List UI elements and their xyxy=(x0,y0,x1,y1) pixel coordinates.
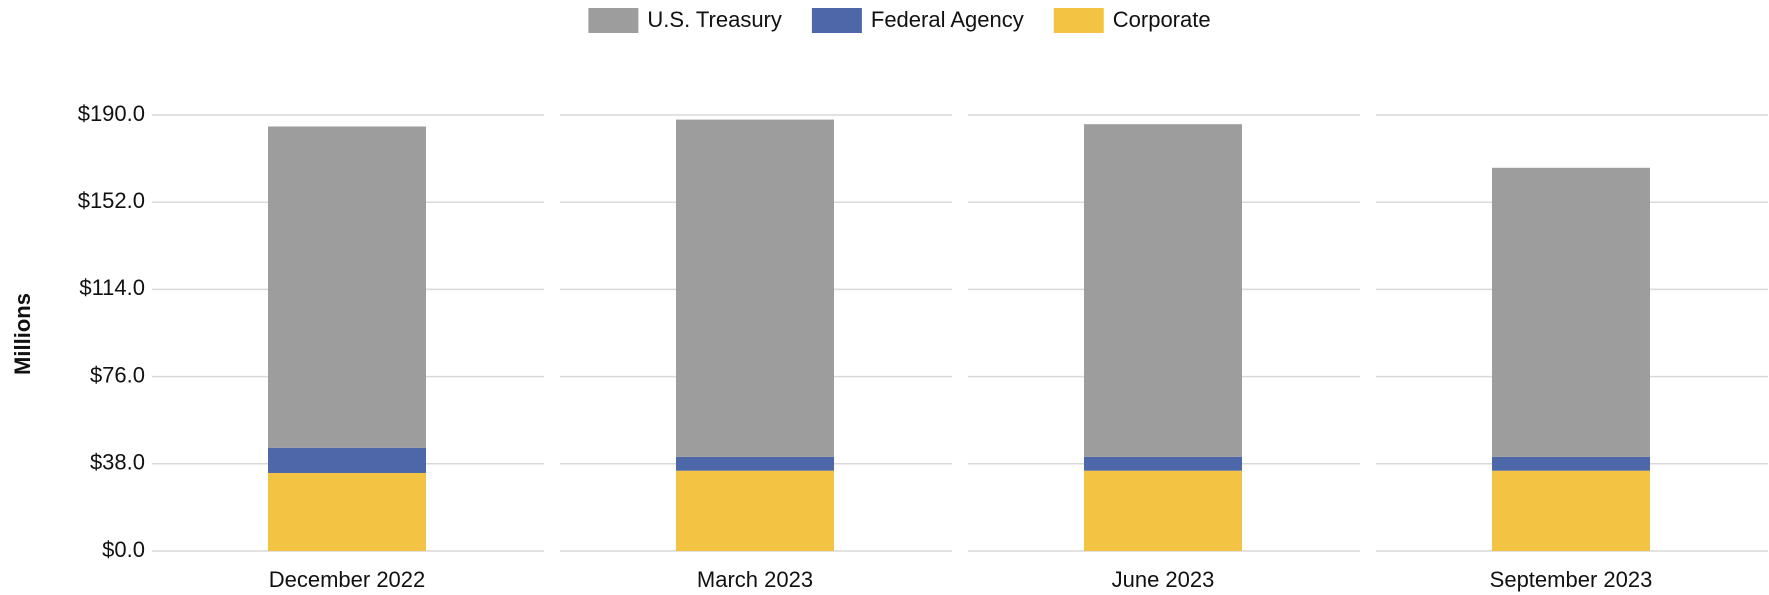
bar-segment xyxy=(676,470,834,551)
bar-segment xyxy=(268,472,426,551)
legend-label: U.S. Treasury xyxy=(647,7,781,32)
bar-segment xyxy=(676,119,834,457)
bar-segment xyxy=(1492,167,1650,457)
y-tick-label: $114.0 xyxy=(79,275,145,300)
legend-label: Corporate xyxy=(1113,7,1211,32)
bar-segment xyxy=(1492,470,1650,551)
y-tick-label: $152.0 xyxy=(78,188,145,213)
bar-segment xyxy=(1084,470,1242,551)
bar-segment xyxy=(268,447,426,473)
legend-swatch xyxy=(811,8,862,33)
bar-segment xyxy=(1492,456,1650,471)
y-tick-label: $0.0 xyxy=(102,537,145,562)
legend-swatch xyxy=(588,8,639,33)
x-tick-label: June 2023 xyxy=(1112,567,1215,592)
x-tick-label: September 2023 xyxy=(1490,567,1653,592)
y-tick-label: $76.0 xyxy=(90,362,145,387)
legend-swatch xyxy=(1053,8,1104,33)
x-tick-label: March 2023 xyxy=(697,567,813,592)
y-tick-label: $38.0 xyxy=(90,450,145,475)
y-tick-label: $190.0 xyxy=(78,101,145,126)
y-axis-label: Millions xyxy=(10,293,35,375)
bar-segment xyxy=(676,456,834,471)
bar-segment xyxy=(1084,124,1242,457)
x-tick-label: December 2022 xyxy=(269,567,426,592)
bar-segment xyxy=(268,126,426,448)
legend: U.S. Treasury Federal Agency Corporate xyxy=(588,7,1211,33)
legend-label: Federal Agency xyxy=(871,7,1024,32)
bar-segment xyxy=(1084,456,1242,471)
